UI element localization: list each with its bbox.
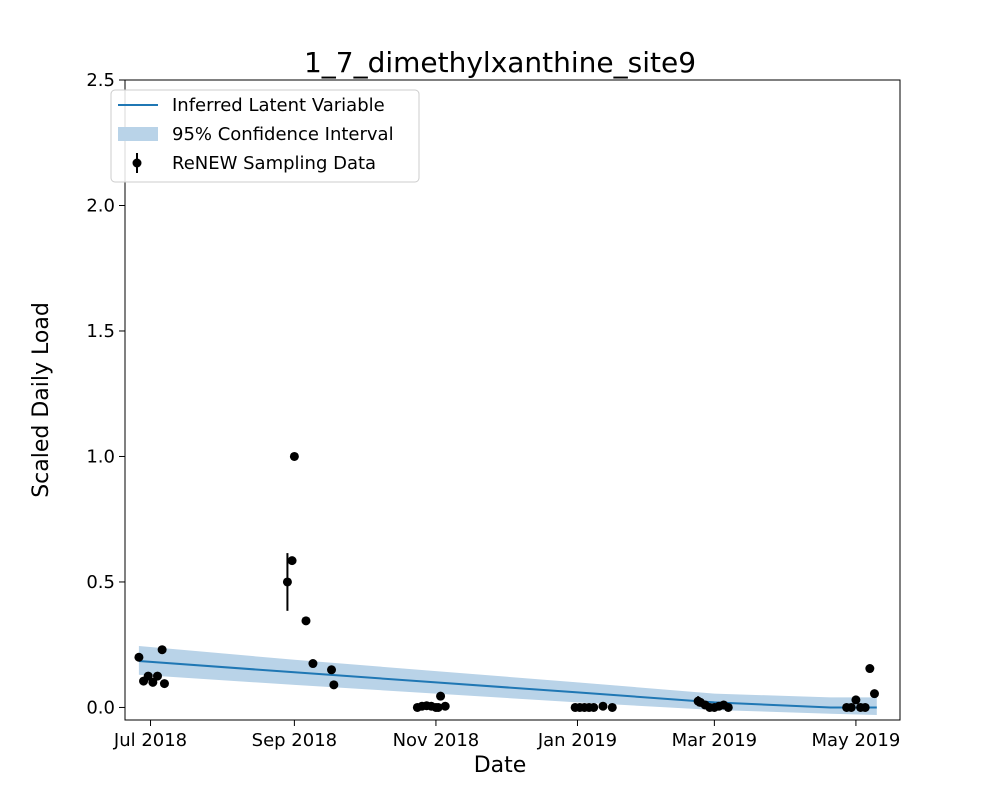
y-axis-label: Scaled Daily Load: [29, 302, 54, 498]
x-tick-label: Mar 2019: [672, 730, 758, 751]
x-tick-label: Jul 2018: [113, 730, 187, 751]
axes-ticks: Jul 2018 Sep 2018 Nov 2018 Jan 2019 Mar 2019…: [86, 70, 900, 751]
x-tick-label: Nov 2018: [393, 730, 480, 751]
legend-label-latent: Inferred Latent Variable: [172, 95, 385, 116]
data-point: [159, 679, 169, 689]
legend-box: [110, 89, 420, 183]
x-tick-label: Jan 2019: [537, 730, 617, 751]
data-point: [440, 701, 450, 711]
data-point: [148, 677, 158, 687]
y-tick-label: 1.5: [86, 321, 115, 342]
chart-title: 1_7_dimethylxanthine_site9: [304, 46, 696, 79]
data-point: [433, 702, 443, 712]
data-point: [865, 664, 875, 674]
legend: Inferred Latent Variable 95% Confidence …: [110, 89, 420, 183]
y-tick-label: 1.0: [86, 446, 115, 467]
data-point: [436, 691, 446, 701]
data-point: [287, 556, 297, 566]
confidence-band: [138, 646, 877, 715]
y-tick-label: 0.0: [86, 697, 115, 718]
y-tick-label: 2.5: [86, 70, 115, 91]
x-axis-label: Date: [474, 753, 527, 778]
data-point: [851, 695, 861, 705]
data-point: [607, 702, 617, 712]
x-tick-label: Sep 2018: [252, 730, 337, 751]
data-point: [869, 689, 879, 699]
data-point: [282, 577, 292, 587]
data-point: [308, 659, 318, 669]
plot-area: [134, 451, 879, 715]
data-point: [327, 665, 337, 675]
data-point: [157, 645, 167, 655]
data-point: [860, 702, 870, 712]
data-point: [289, 451, 299, 461]
data-point: [143, 671, 153, 681]
data-point: [846, 702, 856, 712]
data-point: [589, 702, 599, 712]
legend-label-ci: 95% Confidence Interval: [172, 124, 394, 145]
data-point: [301, 616, 311, 626]
y-tick-label: 0.5: [86, 572, 115, 593]
data-point: [723, 702, 733, 712]
data-point: [329, 680, 339, 690]
data-point: [598, 701, 608, 711]
latent-variable-line: [138, 660, 877, 709]
data-point: [152, 671, 162, 681]
plot-frame: [124, 79, 901, 721]
x-tick-label: May 2019: [812, 730, 901, 751]
legend-label-data: ReNEW Sampling Data: [172, 153, 376, 174]
y-tick-label: 2.0: [86, 195, 115, 216]
legend-band-swatch: [118, 127, 158, 141]
data-point: [134, 652, 144, 662]
legend-point-swatch: [132, 158, 142, 168]
